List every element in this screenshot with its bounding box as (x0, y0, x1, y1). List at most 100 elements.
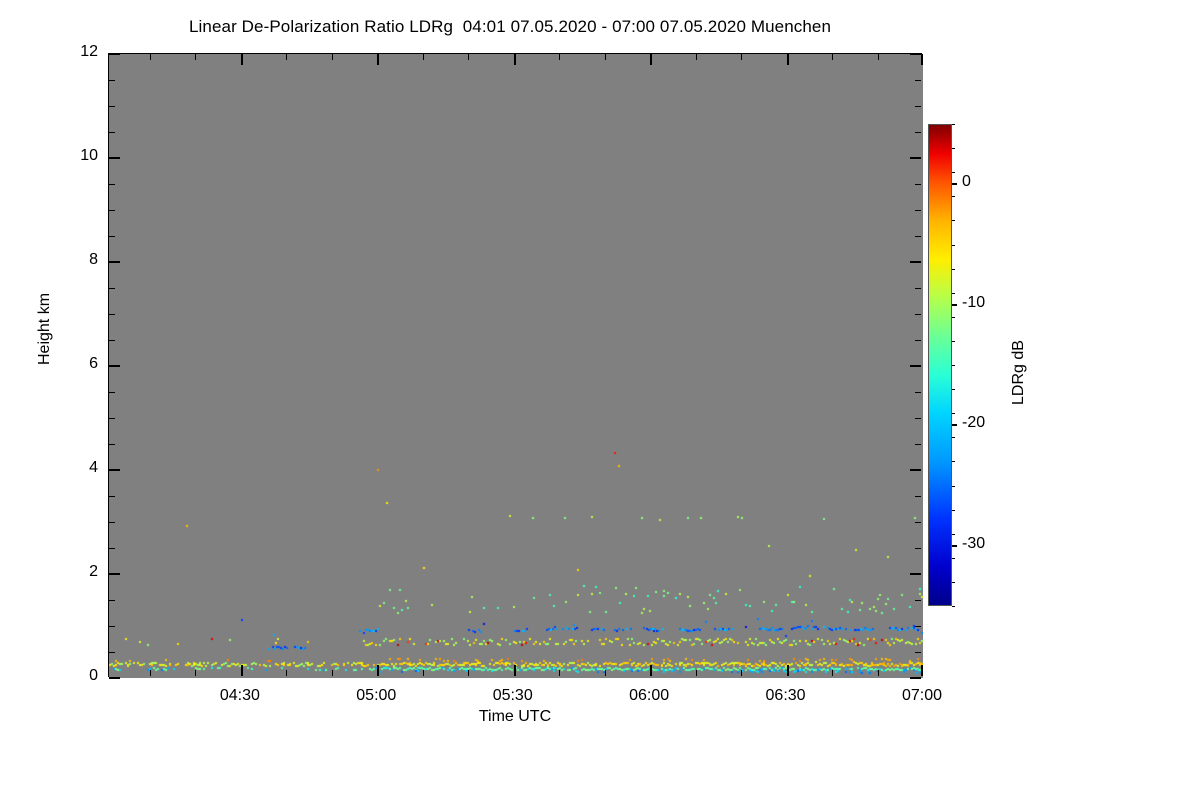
x-tick-minor (468, 670, 469, 676)
x-tick-minor (878, 670, 879, 676)
y-tick-minor (109, 548, 115, 549)
y-tick-minor (109, 652, 115, 653)
colorbar-tick-minor (952, 533, 955, 535)
x-tick-minor (559, 54, 560, 60)
y-tick-minor (109, 80, 115, 81)
x-tick-minor (696, 670, 697, 676)
colorbar-tick-minor (952, 509, 955, 511)
x-tick-label: 05:30 (492, 687, 533, 704)
colorbar-tick-minor (952, 389, 955, 391)
y-tick-label: 6 (89, 355, 98, 372)
colorbar-tick-label: -20 (962, 414, 986, 432)
colorbar-tick (952, 424, 957, 427)
x-tick-minor (195, 54, 196, 60)
y-tick-minor (915, 106, 921, 107)
y-tick-minor (109, 288, 115, 289)
y-tick-minor (915, 522, 921, 523)
y-tick-label: 4 (89, 459, 98, 476)
y-tick-minor (915, 652, 921, 653)
y-tick-major (910, 261, 921, 263)
x-tick-minor (150, 670, 151, 676)
colorbar-tick-minor (952, 316, 955, 318)
colorbar-tick-minor (952, 220, 955, 222)
y-tick-minor (109, 392, 115, 393)
y-tick-minor (109, 340, 115, 341)
y-tick-minor (915, 418, 921, 419)
x-tick-major (514, 665, 516, 676)
colorbar[interactable]: 0 -10 -20 -30 (928, 124, 985, 607)
x-tick-major (787, 54, 789, 65)
y-tick-major (109, 469, 120, 471)
colorbar-tick-minor (952, 581, 955, 583)
colorbar-gradient (928, 124, 952, 606)
y-tick-major (910, 677, 921, 679)
colorbar-tick-minor (952, 437, 955, 439)
x-tick-minor (332, 670, 333, 676)
y-tick-minor (915, 444, 921, 445)
x-tick-major (650, 54, 652, 65)
x-tick-major (377, 54, 379, 65)
colorbar-title: LDRg dB (1010, 340, 1027, 405)
x-tick-minor (878, 54, 879, 60)
x-tick-label: 06:30 (765, 687, 806, 704)
colorbar-tick (952, 183, 957, 186)
colorbar-tick-minor (952, 172, 955, 174)
x-tick-major (921, 54, 923, 65)
x-tick-major (241, 54, 243, 65)
x-tick-minor (286, 670, 287, 676)
x-tick-minor (832, 670, 833, 676)
x-tick-minor (741, 670, 742, 676)
x-axis-title: Time UTC (478, 708, 552, 725)
x-tick-label: 05:00 (356, 687, 397, 704)
y-tick-minor (109, 496, 115, 497)
colorbar-tick (952, 303, 957, 306)
colorbar-tick-minor (952, 244, 955, 246)
y-tick-minor (109, 522, 115, 523)
y-tick-minor (109, 626, 115, 627)
colorbar-tick-label: 0 (962, 173, 971, 191)
x-tick-label: 04:30 (219, 687, 260, 704)
y-tick-minor (915, 80, 921, 81)
y-tick-minor (109, 132, 115, 133)
y-tick-minor (915, 184, 921, 185)
colorbar-tick-label: -30 (962, 534, 986, 552)
colorbar-tick-minor (952, 124, 955, 125)
x-tick-minor (286, 54, 287, 60)
colorbar-tick-minor (952, 340, 955, 342)
colorbar-tick-label: -10 (962, 293, 986, 311)
y-tick-minor (109, 106, 115, 107)
y-tick-minor (915, 626, 921, 627)
colorbar-tick-minor (952, 461, 955, 463)
y-tick-major (109, 573, 120, 575)
x-tick-major (921, 665, 923, 676)
y-tick-major (109, 53, 120, 55)
x-tick-major (787, 665, 789, 676)
x-tick-major (514, 54, 516, 65)
y-tick-label: 0 (89, 667, 98, 684)
y-tick-major (109, 677, 120, 679)
x-tick-minor (741, 54, 742, 60)
colorbar-tick-minor (952, 413, 955, 415)
y-tick-minor (109, 236, 115, 237)
x-tick-label: 07:00 (901, 687, 943, 704)
y-tick-major (910, 157, 921, 159)
y-tick-label: 10 (80, 147, 98, 164)
plot-area[interactable] (108, 53, 923, 679)
y-tick-major (910, 573, 921, 575)
y-tick-major (910, 365, 921, 367)
y-tick-major (109, 365, 120, 367)
colorbar-tick-minor (952, 557, 955, 559)
x-tick-minor (832, 54, 833, 60)
y-tick-minor (915, 132, 921, 133)
y-tick-minor (915, 392, 921, 393)
heatmap-canvas[interactable] (109, 54, 923, 678)
y-tick-minor (109, 418, 115, 419)
y-tick-label: 2 (89, 563, 98, 580)
colorbar-tick-minor (952, 268, 955, 270)
x-tick-minor (332, 54, 333, 60)
x-tick-major (650, 665, 652, 676)
x-tick-minor (605, 670, 606, 676)
colorbar-tick (952, 544, 957, 547)
y-tick-minor (109, 210, 115, 211)
y-tick-major (109, 157, 120, 159)
